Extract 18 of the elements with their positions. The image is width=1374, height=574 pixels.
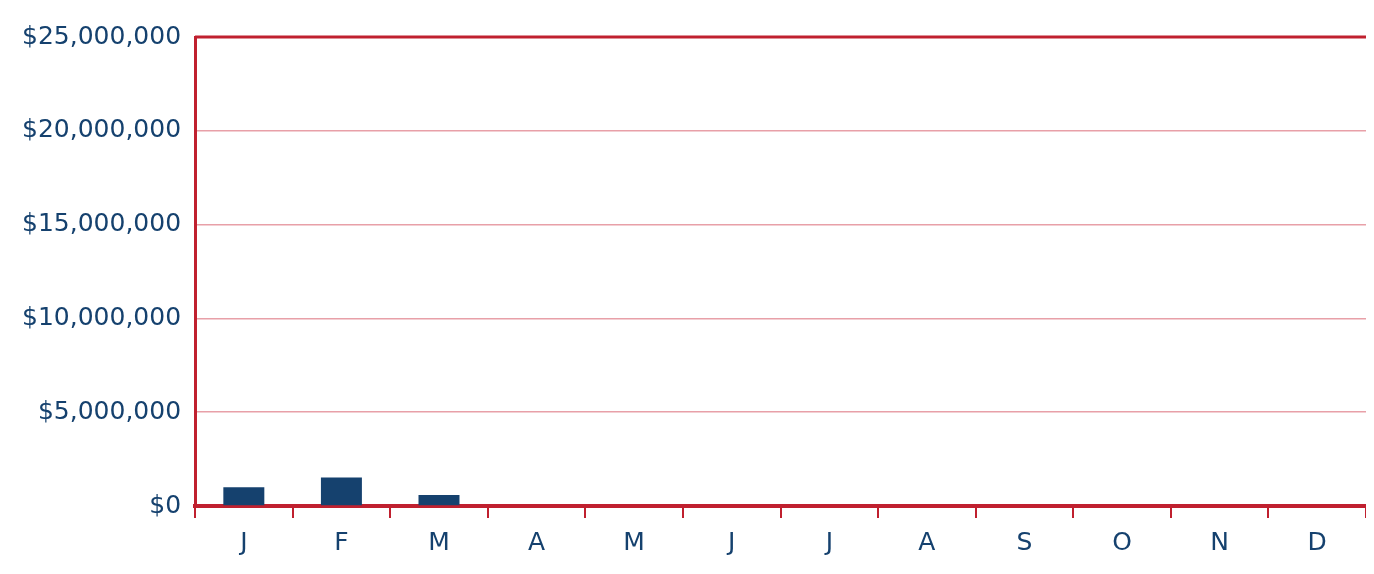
x-tick-label: O bbox=[1112, 526, 1132, 556]
x-tick-label: J bbox=[238, 526, 248, 556]
x-tick-label: F bbox=[334, 526, 349, 556]
x-tick-label: J bbox=[726, 526, 736, 556]
x-tick-label: J bbox=[823, 526, 833, 556]
y-tick-label: $10,000,000 bbox=[22, 301, 182, 331]
x-tick-label: N bbox=[1210, 526, 1229, 556]
x-tick-label: M bbox=[428, 526, 450, 556]
x-tick-label: D bbox=[1307, 526, 1327, 556]
x-tick-label: A bbox=[918, 526, 936, 556]
y-tick-label: $20,000,000 bbox=[22, 114, 182, 144]
x-tick-label: A bbox=[528, 526, 546, 556]
y-tick-label: $25,000,000 bbox=[22, 20, 182, 50]
y-tick-label: $5,000,000 bbox=[37, 395, 182, 425]
y-tick-label: $0 bbox=[149, 489, 182, 519]
x-tick-label: M bbox=[623, 526, 645, 556]
x-tick-label: S bbox=[1016, 526, 1033, 556]
y-tick-label: $15,000,000 bbox=[22, 208, 182, 238]
